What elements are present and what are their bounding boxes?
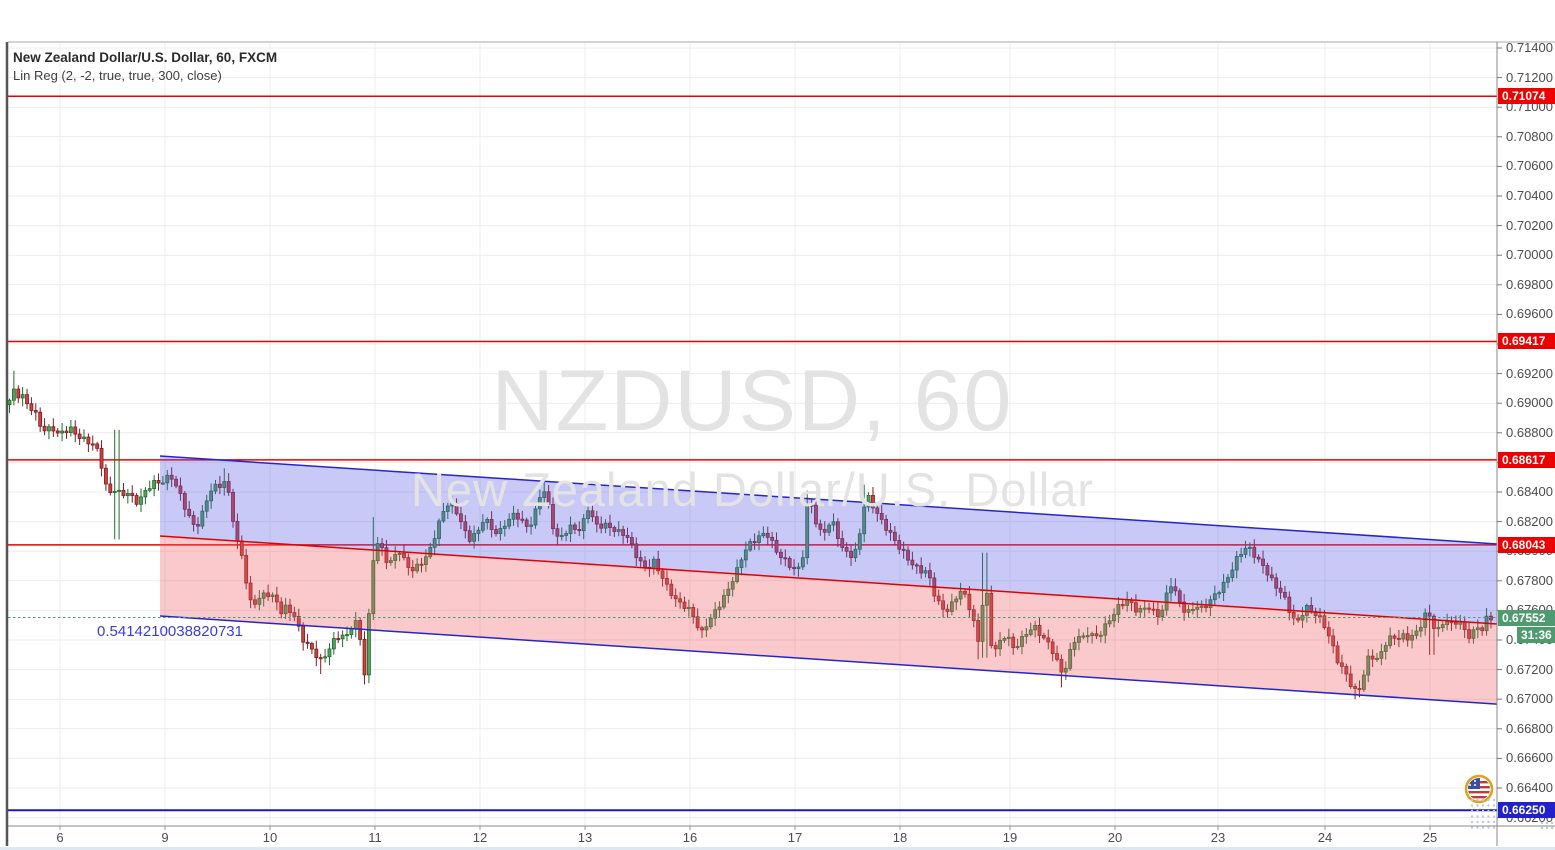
horizontal-levels xyxy=(8,95,1497,812)
channel-upper-fill xyxy=(160,456,1497,625)
price-tick-label: 0.67000 xyxy=(1506,691,1553,707)
candlesticks xyxy=(7,370,1493,700)
price-tick-label: 0.69000 xyxy=(1506,395,1553,411)
level-price-tag: 0.66250 xyxy=(1498,802,1555,819)
price-tick-label: 0.70600 xyxy=(1506,158,1553,174)
time-tick-label: 24 xyxy=(1317,830,1333,845)
price-tick-label: 0.70800 xyxy=(1506,128,1553,144)
level-price-tag: 0.71074 xyxy=(1498,88,1555,105)
price-tick-label: 0.70200 xyxy=(1506,217,1553,233)
time-tick-label: 18 xyxy=(892,830,908,845)
bar-countdown-tag: 31:36 xyxy=(1517,626,1555,643)
time-tick-label: 20 xyxy=(1107,830,1123,845)
time-tick-label: 17 xyxy=(787,830,803,845)
channel-lower-line xyxy=(159,615,1498,705)
channel-upper-line xyxy=(159,455,1498,545)
symbol-title[interactable]: New Zealand Dollar/U.S. Dollar, 60, FXCM xyxy=(13,50,278,65)
price-tick-label: 0.66800 xyxy=(1506,720,1553,736)
price-tick-label: 0.69600 xyxy=(1506,306,1553,322)
price-tick-label: 0.68400 xyxy=(1506,484,1553,499)
price-tick-label: 0.70400 xyxy=(1506,188,1553,203)
price-tick-label: 0.66600 xyxy=(1506,750,1553,766)
price-tick-label: 0.69200 xyxy=(1506,365,1553,381)
price-tick-label: 0.71400 xyxy=(1506,40,1553,55)
time-tick-label: 9 xyxy=(161,830,169,845)
channel-lower-fill xyxy=(160,535,1497,705)
level-price-tag: 0.68043 xyxy=(1498,536,1555,553)
price-tick-label: 0.67800 xyxy=(1506,572,1553,588)
channel-mid-line xyxy=(159,535,1498,625)
page-bottom-strip xyxy=(0,847,1555,850)
linreg-r-value: 0.5414210038820731 xyxy=(97,623,243,640)
chart-frame xyxy=(5,41,1555,846)
price-tick-label: 0.70000 xyxy=(1506,247,1553,263)
us-flag-icon xyxy=(1464,774,1494,804)
time-tick-label: 12 xyxy=(472,830,488,845)
price-tick-label: 0.67200 xyxy=(1506,661,1553,677)
time-tick-label: 13 xyxy=(577,830,593,845)
time-tick-label: 25 xyxy=(1422,830,1438,845)
time-tick-label: 16 xyxy=(682,830,698,845)
current-price-tag: 0.67552 xyxy=(1498,609,1555,626)
time-tick-label: 6 xyxy=(56,830,64,845)
time-tick-label: 10 xyxy=(262,830,278,845)
price-tick-label: 0.71200 xyxy=(1506,69,1553,85)
price-tick-label: 0.66400 xyxy=(1506,780,1553,795)
price-tick-label: 0.68200 xyxy=(1506,513,1553,529)
indicator-legend[interactable]: Lin Reg (2, -2, true, true, 300, close) xyxy=(13,68,222,83)
price-tick-label: 0.69800 xyxy=(1506,276,1553,292)
time-tick-label: 19 xyxy=(1002,830,1018,845)
level-price-tag: 0.69417 xyxy=(1498,333,1555,350)
linreg-channel xyxy=(159,455,1498,705)
price-tick-label: 0.68800 xyxy=(1506,424,1553,440)
level-price-tag: 0.68617 xyxy=(1498,451,1555,468)
grid-lines xyxy=(8,42,1497,826)
time-tick-label: 23 xyxy=(1210,830,1226,845)
time-tick-label: 11 xyxy=(368,830,382,845)
